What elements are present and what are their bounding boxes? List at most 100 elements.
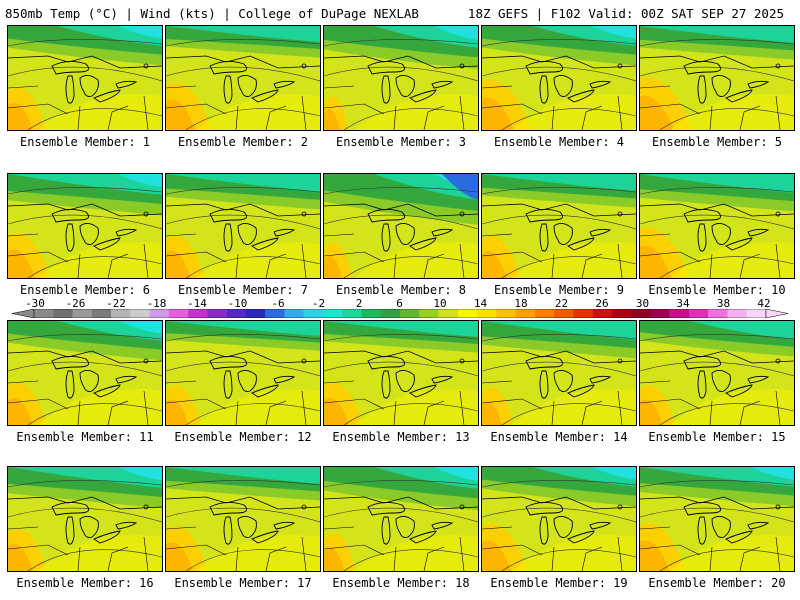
panel-label-member-8: Ensemble Member: 8: [335, 283, 467, 297]
panel-label-member-5: Ensemble Member: 5: [651, 135, 783, 149]
colorbar-tick-label: -30: [25, 297, 45, 310]
colorbar-segment: [265, 309, 285, 318]
map-panel-member-17: [165, 466, 321, 572]
colorbar-segment: [746, 309, 767, 318]
colorbar-segment: [573, 309, 593, 318]
map-panel-member-11: [7, 320, 163, 426]
panel-label-member-17: Ensemble Member: 17: [174, 576, 312, 590]
colorbar-segment: [419, 309, 439, 318]
colorbar-tick-label: 22: [554, 297, 569, 310]
map-panel-member-3: [323, 25, 479, 131]
colorbar-segment: [111, 309, 131, 318]
colorbar-segment: [515, 309, 536, 318]
colorbar-segment: [457, 309, 478, 318]
panel-label-member-11: Ensemble Member: 11: [16, 430, 154, 444]
colorbar-segment: [303, 309, 324, 318]
panel-label-member-12: Ensemble Member: 12: [174, 430, 312, 444]
colorbar-tick-label: 14: [473, 297, 488, 310]
colorbar-segment: [207, 309, 227, 318]
panel-label-member-9: Ensemble Member: 9: [493, 283, 625, 297]
colorbar-tick-label: 6: [396, 297, 403, 310]
map-panel-member-2: [165, 25, 321, 131]
panel-label-member-3: Ensemble Member: 3: [335, 135, 467, 149]
colorbar-segment: [322, 309, 343, 318]
colorbar-tick-label: 10: [433, 297, 447, 310]
colorbar-tick-label: -22: [106, 297, 126, 310]
colorbar-tick-label: 38: [716, 297, 731, 310]
colorbar-tick-label: -14: [187, 297, 207, 310]
colorbar-segment: [496, 309, 516, 318]
colorbar-tick-label: 30: [635, 297, 650, 310]
colorbar-arrow-high: [765, 309, 788, 318]
colorbar-segment: [477, 309, 497, 318]
colorbar-segment: [342, 309, 362, 318]
colorbar-segment: [438, 309, 458, 318]
colorbar-tick-label: -6: [271, 297, 285, 310]
colorbar-segment: [380, 309, 401, 318]
colorbar-segment: [650, 309, 670, 318]
map-panel-member-14: [481, 320, 637, 426]
map-panel-member-16: [7, 466, 163, 572]
colorbar-segment: [130, 309, 150, 318]
colorbar-tick-label: 18: [514, 297, 528, 310]
colorbar-segment: [611, 309, 632, 318]
map-panel-member-9: [481, 173, 637, 279]
colorbar-segment: [72, 309, 92, 318]
colorbar-segment: [708, 309, 728, 318]
colorbar-tick-label: -2: [311, 297, 326, 310]
colorbar-segment: [669, 309, 690, 318]
panel-label-member-6: Ensemble Member: 6: [19, 283, 151, 297]
panel-label-member-10: Ensemble Member: 10: [648, 283, 786, 297]
colorbar-segment: [400, 309, 420, 318]
colorbar-segment: [34, 309, 54, 318]
map-panel-member-13: [323, 320, 479, 426]
map-panel-member-10: [639, 173, 795, 279]
colorbar-tick-label: 26: [595, 297, 609, 310]
colorbar-segment: [554, 309, 574, 318]
panel-label-member-1: Ensemble Member: 1: [19, 135, 151, 149]
map-panel-member-8: [323, 173, 479, 279]
colorbar-segment: [168, 309, 189, 318]
colorbar-tick-label: -10: [227, 297, 248, 310]
colorbar-segment: [284, 309, 304, 318]
map-panel-member-18: [323, 466, 479, 572]
panel-label-member-18: Ensemble Member: 18: [332, 576, 470, 590]
map-panel-member-12: [165, 320, 321, 426]
colorbar-segment: [53, 309, 73, 318]
panel-label-member-7: Ensemble Member: 7: [177, 283, 309, 297]
colorbar-segment: [688, 309, 709, 318]
map-panel-member-4: [481, 25, 637, 131]
panel-label-member-20: Ensemble Member: 20: [648, 576, 786, 590]
panel-label-member-13: Ensemble Member: 13: [332, 430, 470, 444]
map-panel-member-20: [639, 466, 795, 572]
panel-label-member-2: Ensemble Member: 2: [177, 135, 309, 149]
temperature-colorbar: [12, 309, 788, 318]
colorbar-tick-label: 42: [757, 297, 771, 310]
colorbar-segment: [188, 309, 208, 318]
colorbar-segment: [226, 309, 247, 318]
colorbar-segment: [361, 309, 381, 318]
colorbar-segment: [149, 309, 170, 318]
colorbar-tick-label: -18: [146, 297, 167, 310]
map-panel-member-5: [639, 25, 795, 131]
map-panel-member-7: [165, 173, 321, 279]
panel-label-member-15: Ensemble Member: 15: [648, 430, 786, 444]
colorbar-tick-label: -26: [65, 297, 86, 310]
panel-label-member-14: Ensemble Member: 14: [490, 430, 628, 444]
colorbar-segment: [534, 309, 555, 318]
panel-label-member-16: Ensemble Member: 16: [16, 576, 154, 590]
map-panel-member-19: [481, 466, 637, 572]
map-panel-member-6: [7, 173, 163, 279]
panel-label-member-4: Ensemble Member: 4: [493, 135, 625, 149]
colorbar-segment: [592, 309, 613, 318]
map-panel-member-1: [7, 25, 163, 131]
panel-label-member-19: Ensemble Member: 19: [490, 576, 628, 590]
map-title-right: 18Z GEFS | F102 Valid: 00Z SAT SEP 27 20…: [467, 6, 784, 21]
colorbar-tick-label: 34: [676, 297, 690, 310]
colorbar-arrow-low: [12, 309, 35, 318]
map-panel-member-15: [639, 320, 795, 426]
colorbar-segment: [727, 309, 747, 318]
colorbar-segment: [245, 309, 266, 318]
colorbar-segment: [91, 309, 112, 318]
colorbar-segment: [631, 309, 651, 318]
